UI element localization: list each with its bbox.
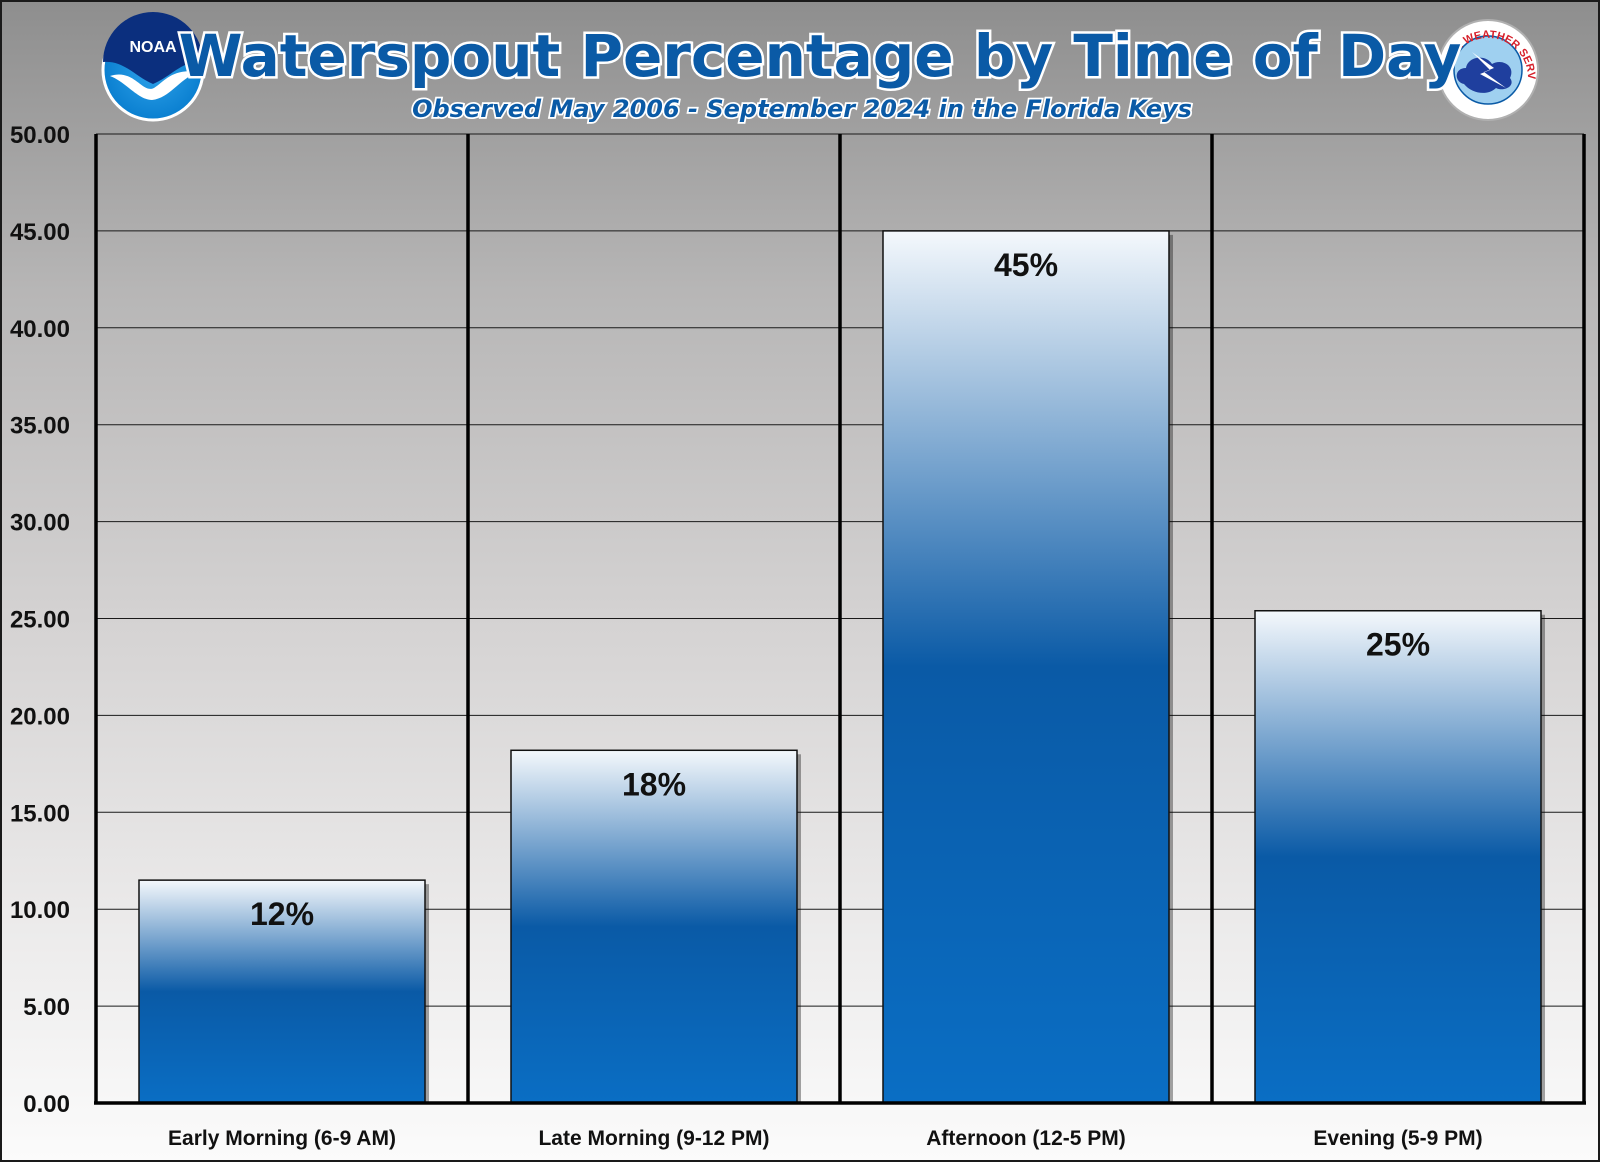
y-tick-label: 30.00 (10, 510, 70, 537)
y-tick-label: 25.00 (10, 607, 70, 634)
y-tick-label: 10.00 (10, 897, 70, 924)
bars (138, 230, 1545, 1104)
noaa-logo: NOAA (101, 12, 205, 122)
noaa-logo-text: NOAA (129, 39, 177, 56)
data-label: 18% (622, 766, 686, 802)
x-tick-label: Evening (5-9 PM) (1313, 1127, 1482, 1150)
bar (1254, 609, 1542, 1104)
x-axis-ticks: Early Morning (6-9 AM) Late Morning (9-12… (168, 1127, 1483, 1150)
x-tick-label: Late Morning (9-12 PM) (538, 1127, 769, 1150)
data-label: 12% (250, 896, 314, 932)
y-tick-label: 5.00 (23, 994, 70, 1021)
y-tick-label: 50.00 (10, 122, 70, 149)
x-tick-label: Afternoon (12-5 PM) (926, 1127, 1126, 1150)
y-tick-label: 15.00 (10, 800, 70, 827)
bar (882, 230, 1170, 1104)
y-tick-label: 0.00 (23, 1091, 70, 1118)
bar (510, 749, 798, 1104)
bar (138, 879, 426, 1104)
chart-subtitle: Observed May 2006 - September 2024 in th… (412, 95, 1192, 123)
y-tick-label: 45.00 (10, 219, 70, 246)
category-separators (94, 134, 1586, 1105)
y-tick-label: 20.00 (10, 703, 70, 730)
x-tick-label: Early Morning (6-9 AM) (168, 1127, 396, 1150)
data-label: 25% (1366, 627, 1430, 663)
y-tick-label: 35.00 (10, 413, 70, 440)
data-labels: 12% 18% 45% 25% (250, 247, 1430, 932)
data-label: 45% (994, 247, 1058, 283)
y-axis-ticks: 0.00 5.00 10.00 15.00 20.00 25.00 30.00 35.00 40… (10, 122, 70, 1118)
chart-title: Waterspout Percentage by Time of Day (179, 22, 1462, 90)
y-tick-label: 40.00 (10, 316, 70, 343)
